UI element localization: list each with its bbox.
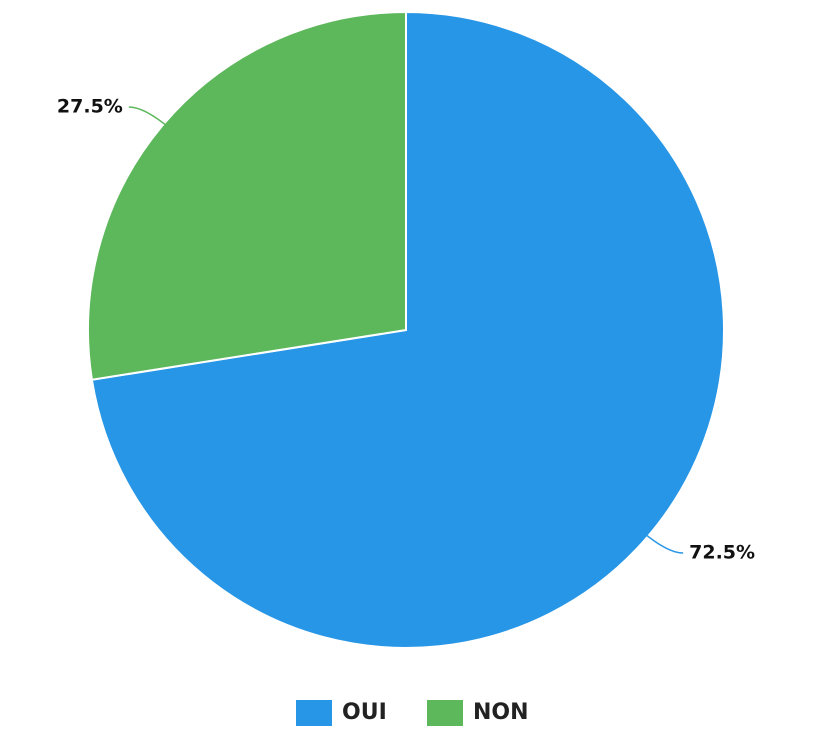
- data-labels: 72.5% 27.5%: [57, 95, 755, 563]
- data-label-non: 27.5%: [57, 95, 123, 117]
- legend-label-oui: OUI: [342, 700, 387, 725]
- pie-slice-non: [87, 10, 407, 381]
- leader-line-oui: [640, 529, 684, 554]
- legend-label-non: NON: [473, 700, 529, 725]
- data-label-oui: 72.5%: [689, 542, 755, 564]
- legend-swatch-non: [427, 700, 463, 726]
- legend: OUI NON: [296, 700, 529, 726]
- pie-slices: [87, 10, 725, 649]
- legend-swatch-oui: [296, 700, 332, 726]
- leader-line-non: [128, 106, 172, 131]
- leader-lines: [128, 106, 684, 554]
